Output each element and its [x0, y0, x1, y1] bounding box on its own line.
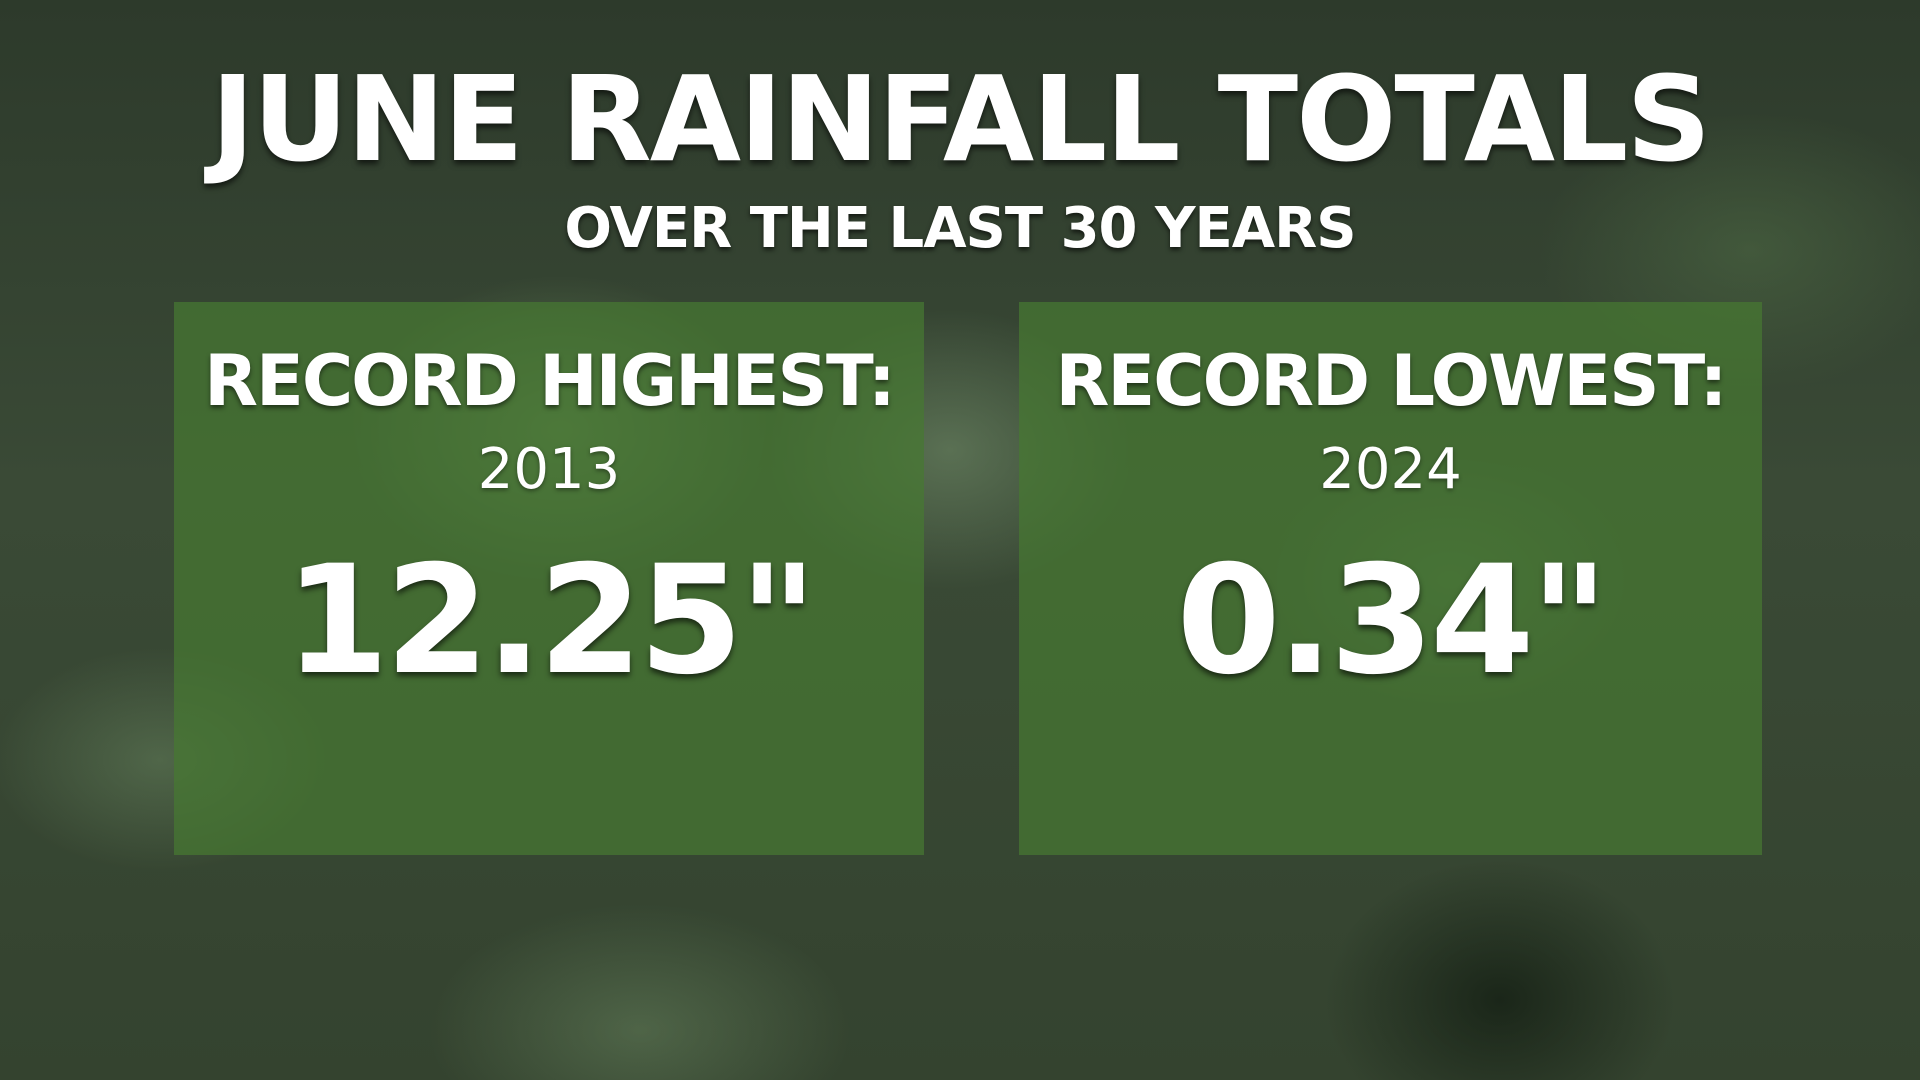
card-value: 12.25" [284, 534, 818, 708]
card-year: 2024 [1319, 437, 1462, 502]
record-card: RECORD LOWEST: 2024 0.34" [1019, 302, 1762, 855]
card-value: 0.34" [1176, 534, 1608, 708]
record-card: RECORD HIGHEST: 2013 12.25" [174, 302, 924, 855]
card-label: RECORD LOWEST: [1055, 340, 1728, 422]
subtitle: OVER THE LAST 30 YEARS [564, 196, 1356, 261]
card-label: RECORD HIGHEST: [204, 340, 896, 422]
card-year: 2013 [477, 437, 621, 502]
title: JUNE RAINFALL TOTALS [210, 50, 1712, 188]
